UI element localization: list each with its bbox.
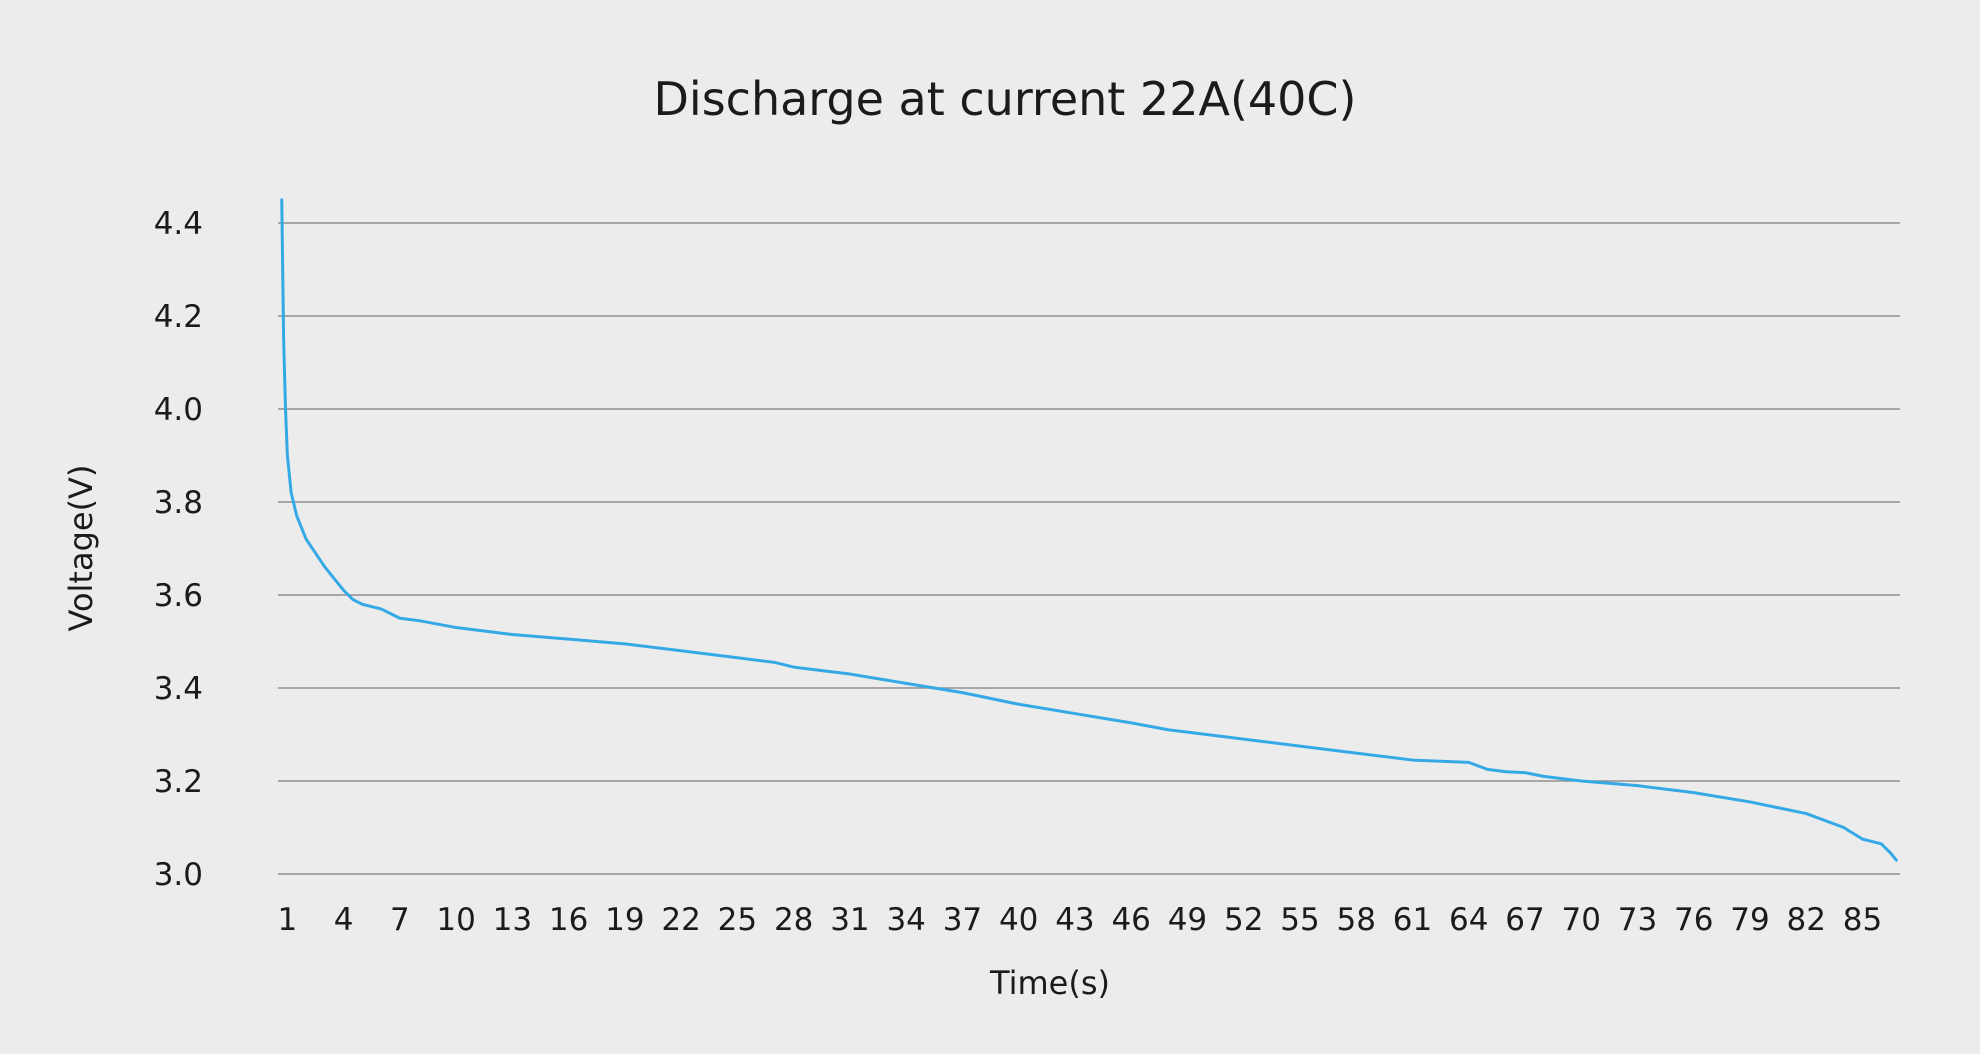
y-tick-label: 4.4: [154, 206, 203, 242]
x-tick-label: 7: [390, 902, 410, 938]
x-tick-layer: 1 4 7 10 13 16 19 22 25 28 31 34 37 40 43 46 49 52 55 58 61 6…: [278, 902, 1883, 938]
y-tick-label: 3.0: [154, 857, 203, 893]
x-tick-label: 1: [278, 902, 298, 938]
x-tick-label: 16: [549, 902, 588, 938]
y-axis-label: Voltage(V): [62, 465, 100, 632]
x-tick-label: 43: [1055, 902, 1094, 938]
grid-layer: [278, 222, 1900, 875]
x-tick-label: 58: [1336, 902, 1375, 938]
x-tick-label: 52: [1224, 902, 1263, 938]
y-tick-label: 4.0: [154, 392, 203, 428]
x-tick-label: 76: [1674, 902, 1713, 938]
x-tick-label: 73: [1618, 902, 1657, 938]
y-tick-label: 3.6: [154, 578, 203, 614]
x-tick-label: 61: [1393, 902, 1432, 938]
x-tick-label: 46: [1111, 902, 1150, 938]
x-tick-label: 22: [661, 902, 700, 938]
series-layer: [280, 198, 1898, 862]
x-tick-label: 70: [1561, 902, 1600, 938]
x-tick-label: 37: [943, 902, 982, 938]
x-tick-label: 82: [1787, 902, 1826, 938]
x-tick-label: 25: [718, 902, 757, 938]
y-tick-label: 3.2: [154, 764, 203, 800]
x-tick-label: 28: [774, 902, 813, 938]
x-axis-label: Time(s): [989, 964, 1110, 1002]
series-line-0: [280, 198, 1898, 862]
chart-title: Discharge at current 22A(40C): [654, 72, 1357, 126]
x-tick-label: 4: [334, 902, 354, 938]
y-tick-label: 4.2: [154, 299, 203, 335]
x-tick-label: 10: [436, 902, 475, 938]
x-tick-label: 64: [1449, 902, 1488, 938]
x-tick-label: 31: [830, 902, 869, 938]
x-tick-label: 67: [1505, 902, 1544, 938]
x-tick-label: 85: [1843, 902, 1882, 938]
x-tick-label: 55: [1280, 902, 1319, 938]
x-tick-label: 34: [886, 902, 925, 938]
y-tick-label: 3.4: [154, 671, 203, 707]
y-tick-layer: 3.0 3.2 3.4 3.6 3.8 4.0 4.2 4.4: [154, 206, 203, 893]
x-tick-label: 49: [1168, 902, 1207, 938]
x-tick-label: 40: [999, 902, 1038, 938]
y-tick-label: 3.8: [154, 485, 203, 521]
x-tick-label: 79: [1730, 902, 1769, 938]
x-tick-label: 13: [493, 902, 532, 938]
x-tick-label: 19: [605, 902, 644, 938]
